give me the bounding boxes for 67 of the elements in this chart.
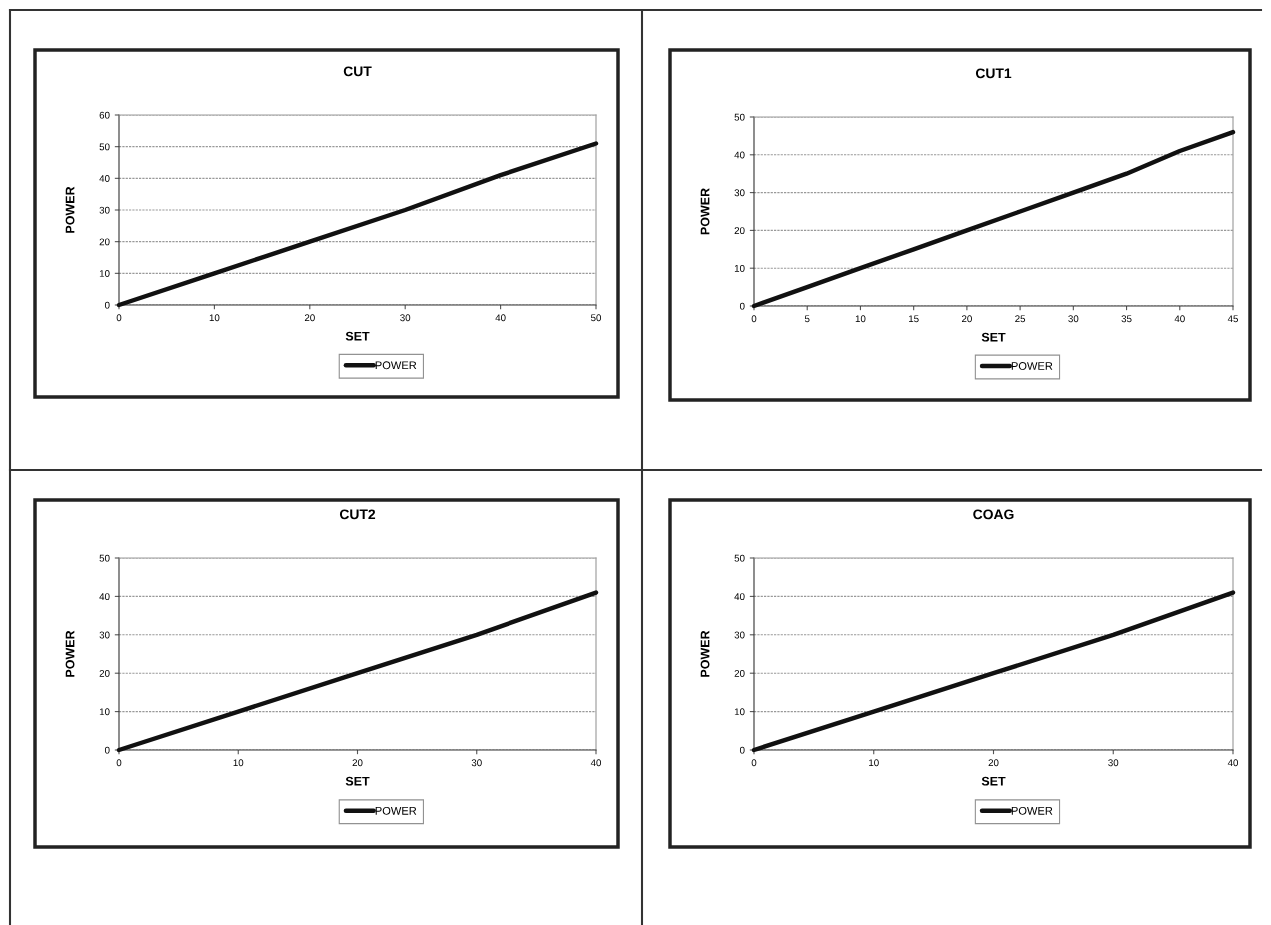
y-axis-title: POWER	[65, 186, 75, 233]
x-tick-label: 40	[1227, 759, 1239, 767]
chart-title: CUT1	[975, 68, 1012, 79]
chart-title: COAG	[973, 509, 1014, 520]
x-tick-label: 20	[961, 315, 972, 323]
y-axis-title: POWER	[700, 188, 710, 235]
x-tick-label: 30	[1108, 759, 1119, 767]
y-tick-label: 20	[99, 669, 110, 677]
y-tick-label: 20	[734, 669, 745, 677]
legend-label: POWER	[1011, 806, 1053, 815]
x-tick-label: 40	[1174, 315, 1185, 323]
x-tick-label: 0	[751, 759, 757, 767]
x-tick-label: 30	[1068, 315, 1079, 323]
y-tick-label: 40	[99, 175, 110, 182]
y-tick-label: 30	[734, 189, 745, 197]
x-tick-label: 5	[804, 315, 810, 323]
y-tick-label: 0	[739, 302, 745, 310]
y-tick-label: 20	[99, 238, 110, 246]
x-axis-title: SET	[981, 332, 1006, 342]
x-tick-label: 45	[1227, 315, 1238, 323]
y-tick-label: 50	[734, 554, 745, 562]
x-tick-label: 0	[751, 315, 757, 323]
y-axis-title: POWER	[65, 630, 75, 677]
y-tick-label: 10	[99, 270, 110, 277]
y-tick-label: 30	[99, 631, 110, 639]
y-tick-label: 60	[99, 111, 110, 119]
x-axis-title: SET	[345, 331, 370, 341]
y-tick-label: 20	[734, 227, 745, 235]
x-axis-title: SET	[345, 776, 370, 786]
y-tick-label: 50	[99, 143, 110, 151]
legend-label: POWER	[375, 806, 417, 815]
x-tick-label: 30	[471, 759, 482, 767]
x-tick-label: 25	[1015, 315, 1026, 323]
x-tick-label: 10	[855, 315, 866, 323]
x-tick-label: 40	[590, 759, 602, 767]
y-tick-label: 30	[734, 631, 745, 639]
x-tick-label: 50	[590, 314, 602, 322]
y-tick-label: 0	[104, 301, 110, 309]
y-tick-label: 40	[734, 151, 745, 159]
y-tick-label: 10	[734, 708, 745, 716]
x-tick-label: 10	[869, 759, 879, 767]
legend-label: POWER	[1011, 362, 1053, 370]
chart-title: CUT2	[339, 509, 376, 520]
y-tick-label: 10	[734, 264, 745, 272]
x-tick-label: 35	[1121, 315, 1132, 323]
y-axis-title: POWER	[700, 630, 710, 677]
y-tick-label: 40	[734, 593, 745, 601]
x-tick-label: 10	[233, 759, 244, 767]
x-tick-label: 0	[116, 314, 122, 322]
x-tick-label: 20	[988, 759, 999, 767]
y-tick-label: 30	[99, 206, 110, 214]
y-tick-label: 50	[99, 554, 110, 562]
x-tick-label: 20	[352, 759, 363, 767]
x-tick-label: 15	[909, 315, 919, 323]
x-tick-label: 30	[400, 314, 411, 322]
y-tick-label: 50	[734, 113, 745, 121]
chart-title: CUT	[343, 66, 372, 77]
legend-label: POWER	[375, 361, 417, 370]
x-tick-label: 20	[304, 314, 315, 322]
y-tick-label: 40	[99, 593, 110, 601]
y-tick-label: 10	[99, 708, 110, 716]
y-tick-label: 0	[104, 746, 110, 754]
x-tick-label: 10	[209, 314, 220, 322]
x-tick-label: 40	[495, 314, 506, 322]
y-tick-label: 0	[739, 746, 745, 754]
x-tick-label: 0	[116, 759, 122, 767]
x-axis-title: SET	[981, 776, 1006, 786]
